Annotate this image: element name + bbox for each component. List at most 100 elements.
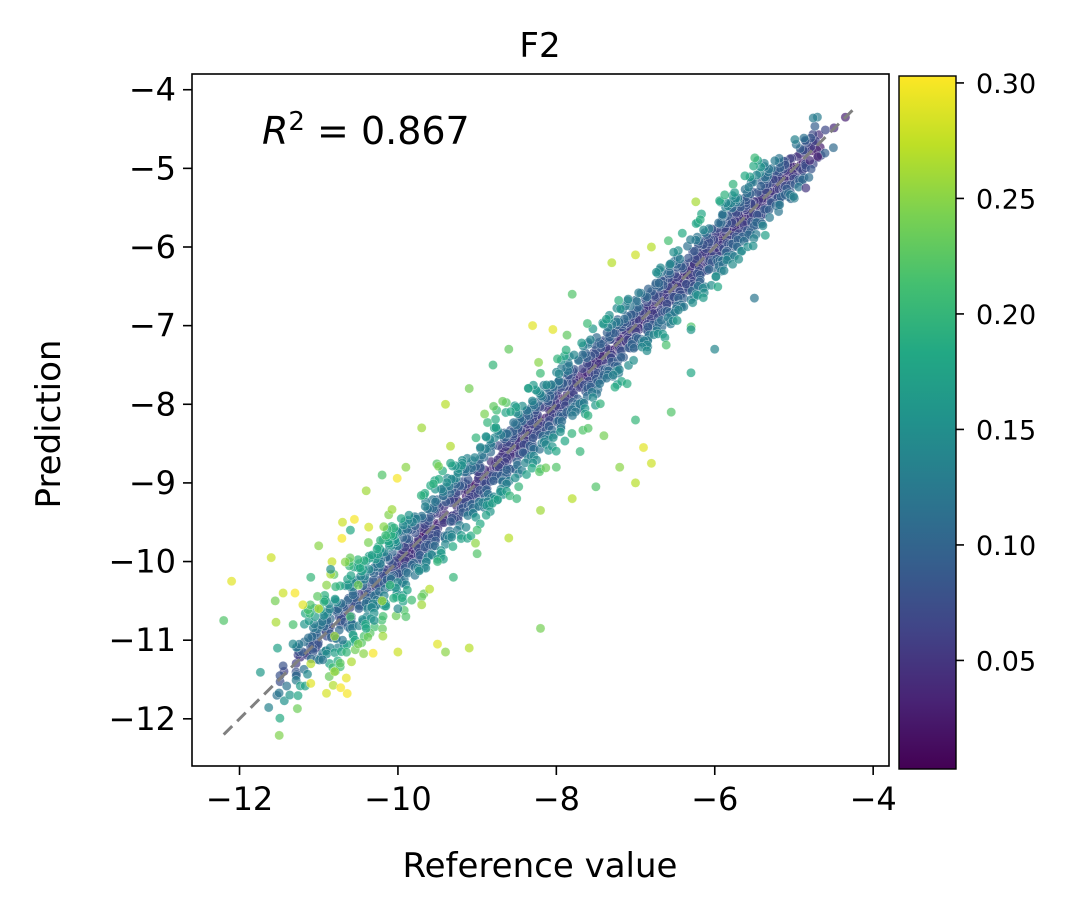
data-point (313, 540, 324, 551)
data-point (363, 522, 374, 532)
data-point (749, 153, 760, 163)
data-point (513, 481, 524, 492)
data-point (661, 340, 672, 350)
data-point (416, 490, 427, 501)
y-axis-label: Prediction (29, 340, 69, 509)
y-tick-label: −8 (129, 385, 176, 423)
data-point (812, 151, 823, 162)
data-point (698, 225, 709, 235)
data-point (774, 200, 785, 210)
data-point (610, 382, 620, 392)
data-point (393, 647, 403, 657)
data-point (622, 378, 632, 389)
data-point (630, 250, 641, 260)
data-point (748, 241, 758, 251)
data-point (433, 461, 444, 472)
data-point (569, 350, 579, 360)
data-point (377, 596, 387, 606)
data-point (790, 134, 800, 145)
data-point (770, 155, 780, 166)
data-point (548, 324, 558, 335)
data-point (740, 171, 750, 181)
data-point (585, 334, 596, 345)
data-point (555, 426, 566, 437)
data-point (668, 247, 679, 258)
data-point (349, 514, 360, 525)
data-point (594, 378, 605, 389)
data-point (630, 478, 641, 488)
r-squared-annotation: R2 = 0.867 (262, 107, 470, 153)
data-point (464, 643, 475, 653)
data-point (401, 462, 411, 473)
data-point (440, 647, 451, 657)
data-point (492, 494, 503, 505)
data-point (535, 505, 546, 516)
data-point (606, 257, 617, 268)
data-point (266, 552, 277, 563)
x-tick-label: −8 (533, 780, 580, 818)
data-point (393, 603, 403, 614)
data-point (505, 406, 516, 417)
data-point (440, 399, 451, 410)
data-point (341, 647, 352, 658)
data-point (298, 599, 308, 610)
x-tick-label: −4 (850, 780, 897, 818)
data-point (560, 436, 570, 446)
colorbar-tick-label: 0.25 (976, 184, 1036, 215)
data-point (728, 179, 738, 190)
data-point (613, 295, 624, 306)
data-point (288, 619, 298, 630)
data-point (402, 585, 413, 595)
data-point (523, 383, 534, 394)
y-axis: −12 −11 −10 −9 −8 −7 −6 −5 −4 (108, 71, 192, 738)
r-squared-power: 2 (288, 107, 305, 137)
data-point (346, 570, 356, 581)
data-point (615, 304, 626, 314)
data-point (461, 522, 471, 533)
data-point (363, 537, 374, 548)
y-tick-label: −11 (108, 621, 176, 659)
data-point (686, 324, 696, 335)
data-point (272, 643, 283, 653)
data-point (388, 593, 399, 604)
data-point (255, 667, 266, 678)
data-point (401, 611, 411, 622)
data-point (218, 615, 229, 626)
data-point (695, 214, 706, 225)
data-point (372, 544, 382, 554)
data-point (293, 690, 303, 701)
data-point (321, 688, 332, 699)
data-point (397, 592, 407, 603)
data-point (764, 212, 775, 223)
data-point (368, 648, 378, 659)
data-point (646, 458, 657, 469)
data-point (446, 532, 457, 542)
data-point (416, 423, 427, 433)
data-point (288, 639, 298, 649)
data-point (488, 475, 499, 486)
data-point (353, 554, 363, 565)
data-point (808, 113, 819, 123)
reference-line (222, 104, 859, 736)
data-point (305, 658, 316, 669)
data-point (686, 367, 696, 378)
y-tick-label: −4 (129, 71, 176, 109)
data-point (687, 297, 698, 308)
data-point (719, 190, 730, 200)
data-point (689, 246, 700, 256)
data-point (330, 594, 340, 604)
data-point (380, 530, 391, 541)
data-point (475, 442, 486, 453)
data-point (665, 259, 675, 270)
data-point (490, 422, 501, 433)
data-point (445, 516, 456, 527)
data-point (430, 496, 441, 507)
data-point (319, 596, 329, 607)
data-point (733, 254, 744, 265)
data-point (533, 357, 544, 368)
colorbar (898, 75, 957, 770)
data-point (628, 343, 639, 354)
data-point (317, 654, 328, 665)
data-point (576, 338, 587, 348)
